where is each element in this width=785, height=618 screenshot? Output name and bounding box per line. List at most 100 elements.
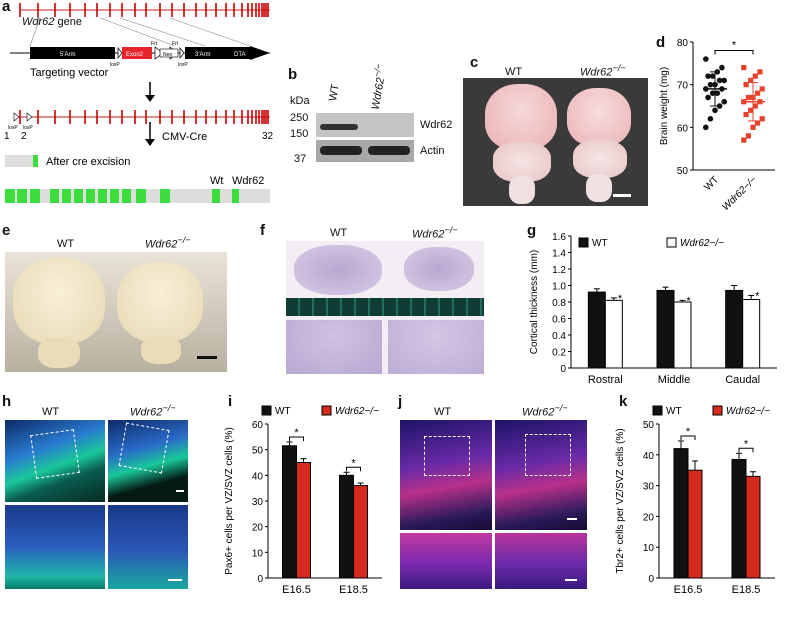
sig-star: * xyxy=(294,427,299,439)
kda-label: kDa xyxy=(290,95,310,107)
data-point xyxy=(709,73,716,79)
legend-swatch xyxy=(578,237,589,248)
sig-star: * xyxy=(351,457,356,469)
brain-photo-e xyxy=(5,252,227,372)
loxp4-label: loxP xyxy=(23,125,33,131)
loxp3-label: loxP xyxy=(8,125,18,131)
data-point xyxy=(750,124,756,130)
brain-photo-c xyxy=(463,78,648,206)
legend-label: WT xyxy=(592,238,608,249)
bar xyxy=(604,299,623,369)
frt2-label: Frt xyxy=(172,41,179,47)
sig-star: * xyxy=(744,438,749,450)
if-photo-j-ko-top xyxy=(495,420,587,530)
exon-block xyxy=(62,189,71,203)
bar xyxy=(656,289,675,369)
legend-label: WT xyxy=(275,406,291,417)
data-point xyxy=(743,82,749,88)
mw-150: 150 xyxy=(290,128,309,140)
bar xyxy=(687,469,703,579)
sig-bracket xyxy=(680,435,696,440)
panel-label-j: j xyxy=(398,393,403,410)
panel-label-k-visible: k xyxy=(619,393,628,410)
exon-block xyxy=(212,189,220,203)
data-point xyxy=(707,116,714,122)
data-point xyxy=(757,69,763,75)
e-wt-label: WT xyxy=(57,238,75,250)
y-tick-label: 20 xyxy=(252,523,264,534)
data-point xyxy=(705,94,711,101)
arm3-label: 3'Arm xyxy=(195,52,210,58)
exon-block xyxy=(160,189,170,203)
if-photo-h-ko-top xyxy=(108,420,188,502)
y-tick-label: 0 xyxy=(560,364,566,375)
data-point xyxy=(709,90,716,96)
y-tick-label: 10 xyxy=(643,543,655,554)
if-photo-h-wt-top xyxy=(5,420,105,502)
after-cre-label: After cre excision xyxy=(46,156,130,168)
data-point xyxy=(712,107,718,114)
data-point xyxy=(759,116,765,122)
sig-bracket xyxy=(346,466,361,472)
bar xyxy=(587,291,606,369)
if-photo-j-ko-bottom xyxy=(495,533,587,589)
mw-250: 250 xyxy=(290,112,309,124)
y-axis-label: Brain weight (mg) xyxy=(659,67,670,145)
data-point xyxy=(719,64,725,71)
panel-label-e: e xyxy=(2,222,11,239)
data-point xyxy=(741,65,747,71)
y-tick-label: 1.6 xyxy=(552,232,566,243)
x-category-label: WT xyxy=(702,174,721,193)
exon-1-label: 1 xyxy=(4,131,10,142)
j-wt-label: WT xyxy=(434,406,452,418)
loxp2-label: loxP xyxy=(178,62,188,68)
c-ko-label: Wdr62−/− xyxy=(580,63,626,79)
band-wdr62-label: Wdr62 xyxy=(420,119,453,131)
y-tick-label: 0.4 xyxy=(552,331,566,342)
y-tick-label: 50 xyxy=(252,446,264,457)
sig-star: * xyxy=(755,290,760,302)
y-tick-label: 40 xyxy=(252,471,264,482)
sig-star: * xyxy=(686,426,691,438)
exon-block xyxy=(30,189,40,203)
bar xyxy=(745,475,761,579)
y-tick-label: 60 xyxy=(677,123,689,134)
data-point xyxy=(721,77,727,84)
mw-37: 37 xyxy=(294,153,307,165)
legend-swatch xyxy=(712,405,723,416)
data-point xyxy=(745,133,751,139)
bar xyxy=(731,458,747,579)
wdr62-track-label: Wdr62 xyxy=(232,175,264,187)
panel-label-h: h xyxy=(2,393,12,410)
arm5-label: 5'Arm xyxy=(60,52,75,58)
exon-block xyxy=(98,189,107,203)
wt-track-label: Wt xyxy=(210,175,223,187)
legend-swatch xyxy=(666,237,677,248)
y-axis-label: Tbr2+ cells per VZ/SVZ cells (%) xyxy=(615,428,626,573)
panel-label-d-visible: d xyxy=(656,34,666,51)
data-point xyxy=(752,73,758,79)
bar xyxy=(296,462,311,579)
h-wt-label: WT xyxy=(42,406,60,418)
x-category-label: Middle xyxy=(658,374,690,386)
j-ko-label: Wdr62−/− xyxy=(522,403,568,419)
data-point xyxy=(703,124,709,131)
chart-g: 0 0.2 0.4 0.6 0.8 1.0 1.2 1.4 1.6 Cortical thickn… xyxy=(529,232,777,386)
blot-wdr62 xyxy=(316,113,414,137)
y-tick-label: 0 xyxy=(648,574,654,585)
green-blocks xyxy=(5,189,239,203)
legend-label: Wdr62−/− xyxy=(680,238,724,249)
data-point xyxy=(755,120,761,126)
data-point xyxy=(721,98,727,105)
x-category-label: E18.5 xyxy=(732,584,761,596)
panel-label-a: a xyxy=(2,0,11,15)
y-axis-label: Cortical thickness (mm) xyxy=(529,250,540,354)
exon-block xyxy=(110,189,119,203)
gene-exons-top xyxy=(19,3,269,17)
data-point xyxy=(752,103,758,109)
y-tick-label: 30 xyxy=(643,482,655,493)
exon-block xyxy=(86,189,95,203)
bar xyxy=(339,474,354,579)
sig-star: * xyxy=(687,295,692,307)
exon-block xyxy=(136,189,146,203)
